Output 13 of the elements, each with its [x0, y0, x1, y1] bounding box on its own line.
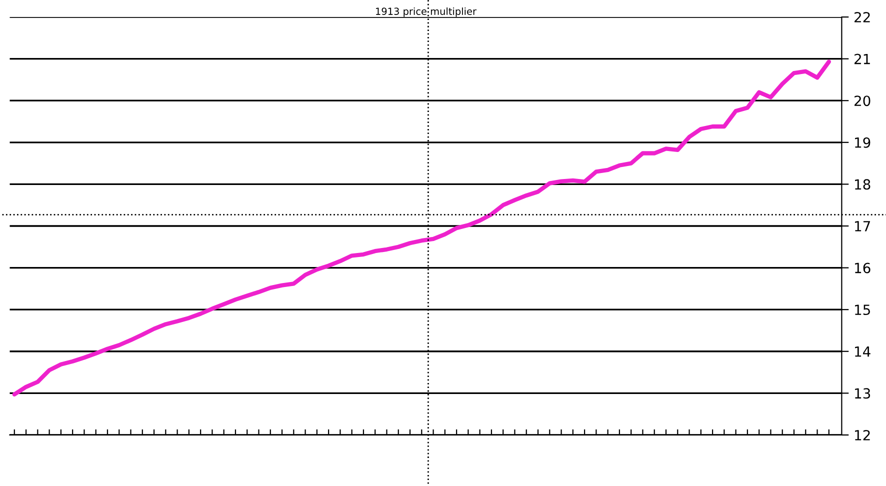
y-tick-label: 14 — [855, 346, 870, 357]
y-tick-label: 15 — [855, 304, 870, 316]
y-tick-label: 19 — [855, 137, 870, 148]
y-tick-label: 17 — [855, 221, 870, 232]
y-tick-label: 22 — [854, 12, 870, 22]
y-tick-label: 13 — [855, 388, 870, 399]
y-tick-label: 20 — [854, 96, 870, 106]
y-tick-label: 21 — [854, 54, 870, 64]
line-series — [12, 60, 831, 397]
y-tick-label: 18 — [855, 179, 870, 190]
y-tick-label: 12 — [855, 430, 870, 440]
chart-title: 1913 price multiplier — [376, 7, 476, 17]
y-tick-label: 16 — [855, 262, 870, 274]
